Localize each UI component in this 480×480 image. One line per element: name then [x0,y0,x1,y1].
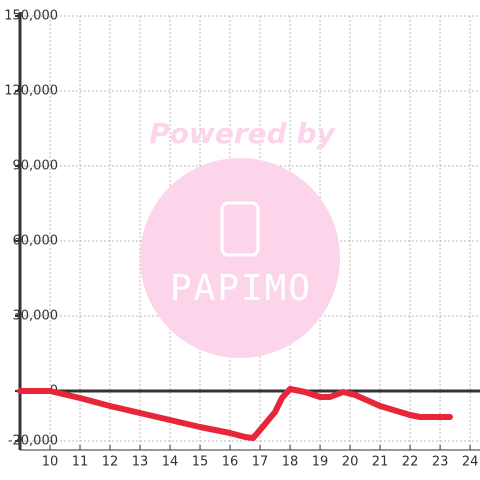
watermark: Powered by PAPIMO [140,117,340,358]
x-tick-label: 15 [192,455,209,470]
watermark-title: Powered by [149,117,336,150]
y-tick-label: 90,000 [13,159,59,174]
y-tick-label: 120,000 [4,84,58,99]
x-tick-label: 20 [342,455,359,470]
x-tick-label: 10 [42,455,59,470]
x-tick-label: 13 [132,455,149,470]
x-tick-label: 23 [432,455,449,470]
x-tick-label: 19 [312,455,329,470]
x-tick-label: 12 [102,455,119,470]
y-tick-label: 30,000 [13,309,59,324]
x-tick-label: 18 [282,455,299,470]
x-tick-label: 24 [462,455,479,470]
grid [20,15,480,450]
x-tick-label: 22 [402,455,419,470]
x-tick-label: 21 [372,455,389,470]
x-tick-label: 17 [252,455,269,470]
y-tick-label: 60,000 [13,234,59,249]
line [17,386,453,441]
y-tick-label: 150,000 [4,9,58,24]
x-tick-label: 16 [222,455,239,470]
x-tick-label: 14 [162,455,179,470]
x-tick-label: 11 [72,455,89,470]
watermark-brand: PAPIMO [170,268,312,309]
watermark-circle [140,158,340,358]
watermark-icon [220,201,260,257]
